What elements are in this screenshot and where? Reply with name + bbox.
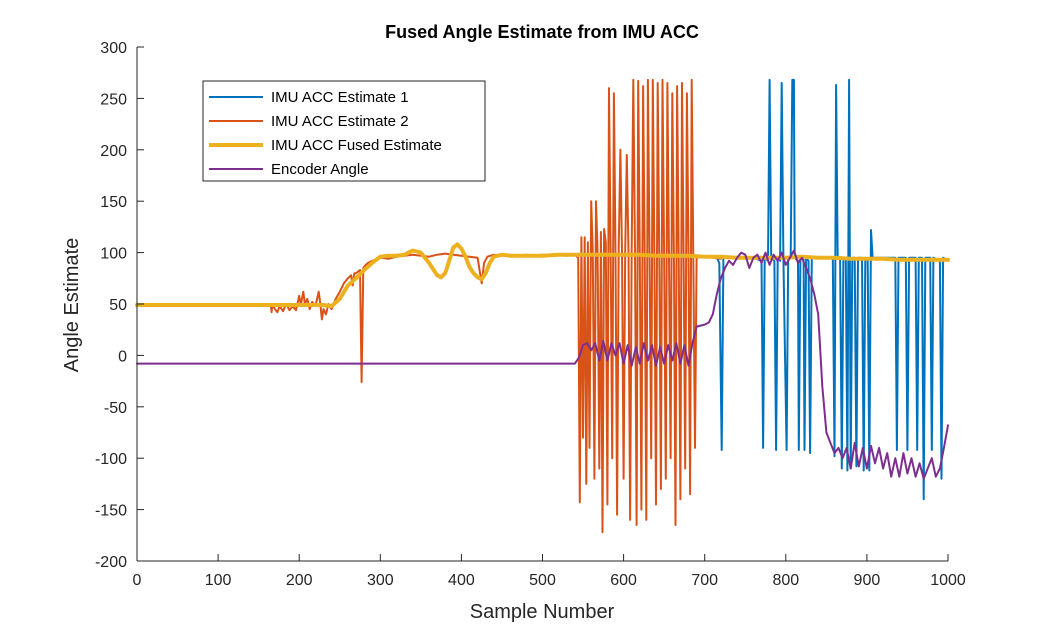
- y-tick-label: 100: [100, 246, 127, 263]
- x-tick-label: 800: [772, 572, 799, 589]
- legend-label: IMU ACC Estimate 1: [271, 89, 409, 106]
- x-tick-label: 900: [854, 572, 881, 589]
- x-tick-label: 200: [286, 572, 313, 589]
- x-tick-label: 500: [529, 572, 556, 589]
- legend-label: Encoder Angle: [271, 161, 369, 178]
- x-axis-title: Sample Number: [470, 601, 615, 623]
- legend: IMU ACC Estimate 1 IMU ACC Estimate 2 IMU …: [202, 80, 486, 182]
- y-tick-label: 250: [100, 91, 127, 108]
- y-tick-label: 200: [100, 143, 127, 160]
- axes: 0 100 200 300 400 500 600 700 800 900 1000-200-150…: [95, 40, 966, 589]
- x-tick-label: 0: [133, 572, 142, 589]
- x-tick-label: 700: [691, 572, 718, 589]
- y-tick-label: 0: [118, 348, 127, 365]
- series-line-4: [136, 249, 949, 480]
- y-tick-label: -200: [95, 554, 127, 571]
- series-line-3: [135, 242, 950, 309]
- y-tick-label: 300: [100, 40, 127, 57]
- x-tick-label: 1000: [930, 572, 966, 589]
- y-tick-label: 150: [100, 194, 127, 211]
- x-tick-label: 300: [367, 572, 394, 589]
- x-tick-label: 100: [205, 572, 232, 589]
- x-tick-label: 600: [610, 572, 637, 589]
- legend-label: IMU ACC Fused Estimate: [271, 137, 442, 154]
- plot-area: [135, 78, 950, 534]
- legend-label: IMU ACC Estimate 2: [271, 113, 409, 130]
- y-tick-label: 50: [109, 297, 127, 314]
- y-tick-label: -150: [95, 503, 127, 520]
- y-axis-title: Angle Estimate: [61, 238, 83, 373]
- x-tick-label: 400: [448, 572, 475, 589]
- y-tick-label: -100: [95, 451, 127, 468]
- chart-title: Fused Angle Estimate from IMU ACC: [385, 22, 699, 42]
- y-tick-label: -50: [104, 400, 127, 417]
